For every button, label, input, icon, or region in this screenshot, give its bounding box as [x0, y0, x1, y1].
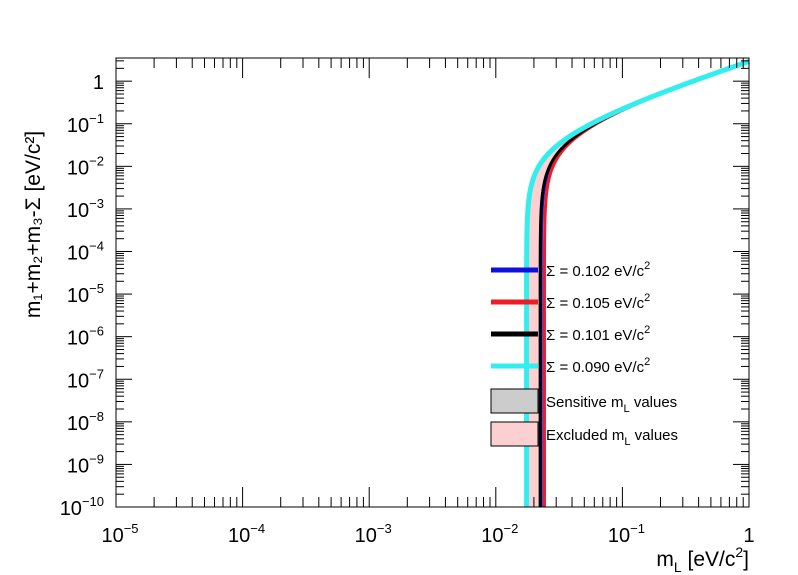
legend-label: Excluded mL values	[546, 427, 678, 448]
series-line-3	[524, 59, 751, 510]
y-tick-label: 10−1	[67, 111, 104, 137]
legend-swatch-box	[490, 421, 539, 447]
y-axis-title: m₁+m₂+m₃-Σ [eV/c²]	[22, 131, 45, 318]
x-tick-label: 10−3	[355, 521, 392, 547]
y-tick-label: 10−4	[67, 239, 104, 265]
plot-frame	[115, 57, 750, 508]
legend-entry: Σ = 0.105 eV/c2	[491, 292, 650, 312]
legend-label: Σ = 0.102 eV/c2	[546, 260, 650, 280]
x-tick-label: 1	[743, 525, 754, 547]
x-axis-title: mL [eV/c2]	[656, 544, 749, 575]
legend: Σ = 0.102 eV/c2 Σ = 0.105 eV/c2 Σ = 0.101 …	[490, 260, 678, 448]
legend-label: Σ = 0.101 eV/c2	[546, 324, 650, 344]
y-tick-label: 10−10	[60, 494, 104, 520]
labels-layer: 10−5 10−4 10−3 10−2 10−1 1 1 10−1 10−2 10−3 10−4 10…	[22, 72, 755, 575]
y-tick-label: 1	[93, 72, 104, 94]
series-layer	[524, 59, 751, 510]
y-tick-label: 10−6	[67, 324, 104, 350]
legend-label: Σ = 0.105 eV/c2	[546, 292, 650, 312]
legend-entry: Σ = 0.101 eV/c2	[491, 324, 650, 344]
x-tick-label: 10−5	[101, 521, 138, 547]
y-tick-label: 10−8	[67, 409, 104, 435]
legend-entry: Σ = 0.090 eV/c2	[491, 356, 650, 376]
x-tick-label: 10−1	[608, 521, 645, 547]
y-tick-label: 10−9	[67, 451, 104, 477]
legend-entry: Excluded mL values	[490, 421, 678, 448]
x-tick-label: 10−2	[481, 521, 518, 547]
y-tick-label: 10−3	[67, 196, 104, 222]
y-tick-label: 10−7	[67, 366, 104, 392]
legend-entry: Σ = 0.102 eV/c2	[491, 260, 650, 280]
legend-entry: Sensitive mL values	[490, 388, 677, 415]
legend-label: Σ = 0.090 eV/c2	[546, 356, 650, 376]
legend-swatch-box	[490, 388, 539, 414]
ticks-layer	[115, 58, 749, 508]
y-tick-label: 10−2	[67, 153, 104, 179]
x-tick-label: 10−4	[228, 521, 265, 547]
y-tick-label: 10−5	[67, 281, 104, 307]
legend-label: Sensitive mL values	[546, 394, 677, 415]
